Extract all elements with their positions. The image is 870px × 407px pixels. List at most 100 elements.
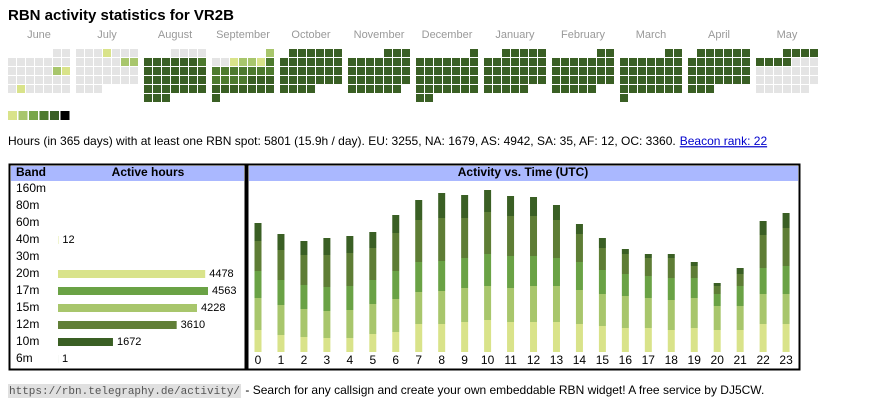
day-cell xyxy=(792,85,800,93)
day-cell xyxy=(357,76,365,84)
legend-swatch xyxy=(29,111,38,120)
band-header: Band xyxy=(16,165,46,179)
day-cell xyxy=(94,67,102,75)
day-cell xyxy=(665,58,673,66)
stats: Hours (in 365 days) with at least one RB… xyxy=(8,134,676,148)
day-cell xyxy=(8,67,16,75)
day-cell xyxy=(529,76,537,84)
band-header-bg xyxy=(11,166,244,181)
day-cell xyxy=(230,76,238,84)
bar-segment xyxy=(507,288,515,322)
month-label: February xyxy=(561,29,606,41)
day-cell xyxy=(53,76,61,84)
day-cell xyxy=(375,67,383,75)
bar-segment xyxy=(713,294,721,306)
day-cell xyxy=(266,85,274,93)
day-cell xyxy=(248,58,256,66)
day-cell xyxy=(162,67,170,75)
day-cell xyxy=(443,58,451,66)
x-tick-label: 13 xyxy=(550,353,564,367)
month-label: December xyxy=(422,29,473,41)
bar-segment xyxy=(552,322,560,352)
rank-link[interactable]: Beacon rank: 22 xyxy=(680,134,768,148)
day-cell xyxy=(316,76,324,84)
day-cell xyxy=(425,85,433,93)
day-cell xyxy=(638,76,646,84)
band-box xyxy=(8,163,247,371)
bar-segment xyxy=(461,322,469,352)
band-label: 12m xyxy=(16,317,39,331)
day-cell xyxy=(706,76,714,84)
bar-segment xyxy=(507,216,515,256)
bar-segment xyxy=(759,221,767,235)
day-cell xyxy=(606,49,614,57)
day-cell xyxy=(257,67,265,75)
day-cell xyxy=(801,67,809,75)
bar-segment xyxy=(598,238,606,248)
day-cell xyxy=(579,67,587,75)
x-tick-label: 18 xyxy=(665,353,679,367)
bar-segment xyxy=(369,334,377,352)
bar-segment xyxy=(254,223,262,241)
day-cell xyxy=(257,76,265,84)
footer-url: https://rbn.telegraphy.de/activity/ xyxy=(9,386,240,398)
day-cell xyxy=(144,94,152,102)
bar-segment xyxy=(369,248,377,280)
day-cell xyxy=(248,67,256,75)
bar-segment xyxy=(323,311,331,338)
x-tick-label: 22 xyxy=(756,353,770,367)
day-cell xyxy=(715,76,723,84)
band-label: 10m xyxy=(16,334,39,348)
band-value: 4478 xyxy=(209,268,233,280)
day-cell xyxy=(384,58,392,66)
day-cell xyxy=(416,67,424,75)
day-cell xyxy=(434,85,442,93)
day-cell xyxy=(348,85,356,93)
x-tick-label: 3 xyxy=(324,353,331,367)
bar-segment xyxy=(484,190,492,212)
day-cell xyxy=(325,58,333,66)
day-cell xyxy=(783,58,791,66)
bar-segment xyxy=(438,193,446,218)
band-value: 3610 xyxy=(181,319,205,331)
bar-segment xyxy=(736,274,744,286)
bar-segment xyxy=(277,305,285,335)
day-cell xyxy=(366,58,374,66)
bar-segment xyxy=(392,215,400,233)
bar-segment xyxy=(415,262,423,292)
day-cell xyxy=(171,76,179,84)
day-cell xyxy=(402,49,410,57)
bar-segment xyxy=(598,294,606,326)
day-cell xyxy=(783,49,791,57)
day-cell xyxy=(502,49,510,57)
bar-segment xyxy=(392,233,400,271)
footer-text: - Search for any callsign and create you… xyxy=(242,383,764,397)
x-tick-label: 19 xyxy=(688,353,702,367)
day-cell xyxy=(502,67,510,75)
day-cell xyxy=(538,58,546,66)
day-cell xyxy=(529,67,537,75)
day-cell xyxy=(579,76,587,84)
bar-segment xyxy=(461,258,469,288)
day-cell xyxy=(647,76,655,84)
day-cell xyxy=(280,76,288,84)
day-cell xyxy=(774,85,782,93)
day-cell xyxy=(76,67,84,75)
bar-segment xyxy=(277,280,285,305)
month-label: August xyxy=(158,29,192,41)
day-cell xyxy=(189,85,197,93)
day-cell xyxy=(452,76,460,84)
day-cell xyxy=(484,76,492,84)
day-cell xyxy=(298,76,306,84)
day-cell xyxy=(606,67,614,75)
chart-box xyxy=(246,163,801,371)
day-cell xyxy=(715,49,723,57)
day-cell xyxy=(144,58,152,66)
day-cell xyxy=(629,76,637,84)
day-cell xyxy=(756,76,764,84)
day-cell xyxy=(257,85,265,93)
bar-segment xyxy=(690,278,698,298)
day-cell xyxy=(697,67,705,75)
day-cell xyxy=(171,67,179,75)
